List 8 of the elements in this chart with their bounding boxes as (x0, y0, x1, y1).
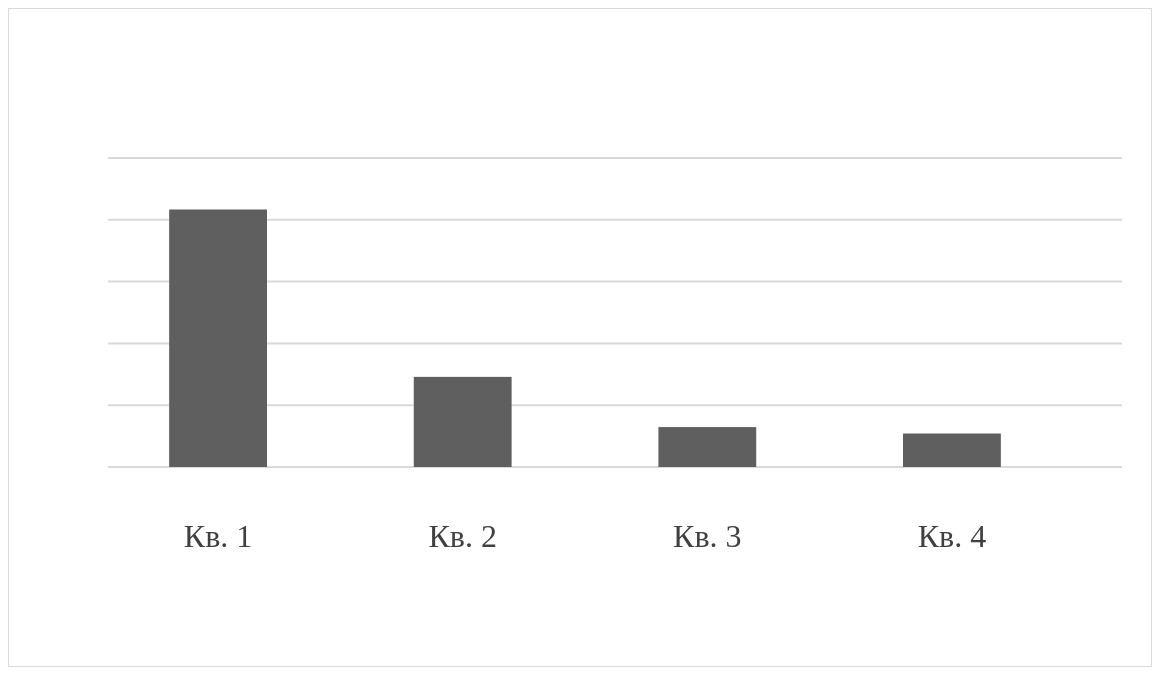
x-tick-label: Кв. 1 (183, 518, 253, 554)
x-tick-label: Кв. 3 (673, 518, 742, 554)
bar (903, 433, 1001, 467)
bar (413, 376, 512, 467)
x-tick-label: Кв. 4 (917, 518, 987, 554)
bar (658, 427, 757, 467)
x-tick-label: Кв. 2 (428, 518, 497, 554)
bar (169, 209, 267, 467)
